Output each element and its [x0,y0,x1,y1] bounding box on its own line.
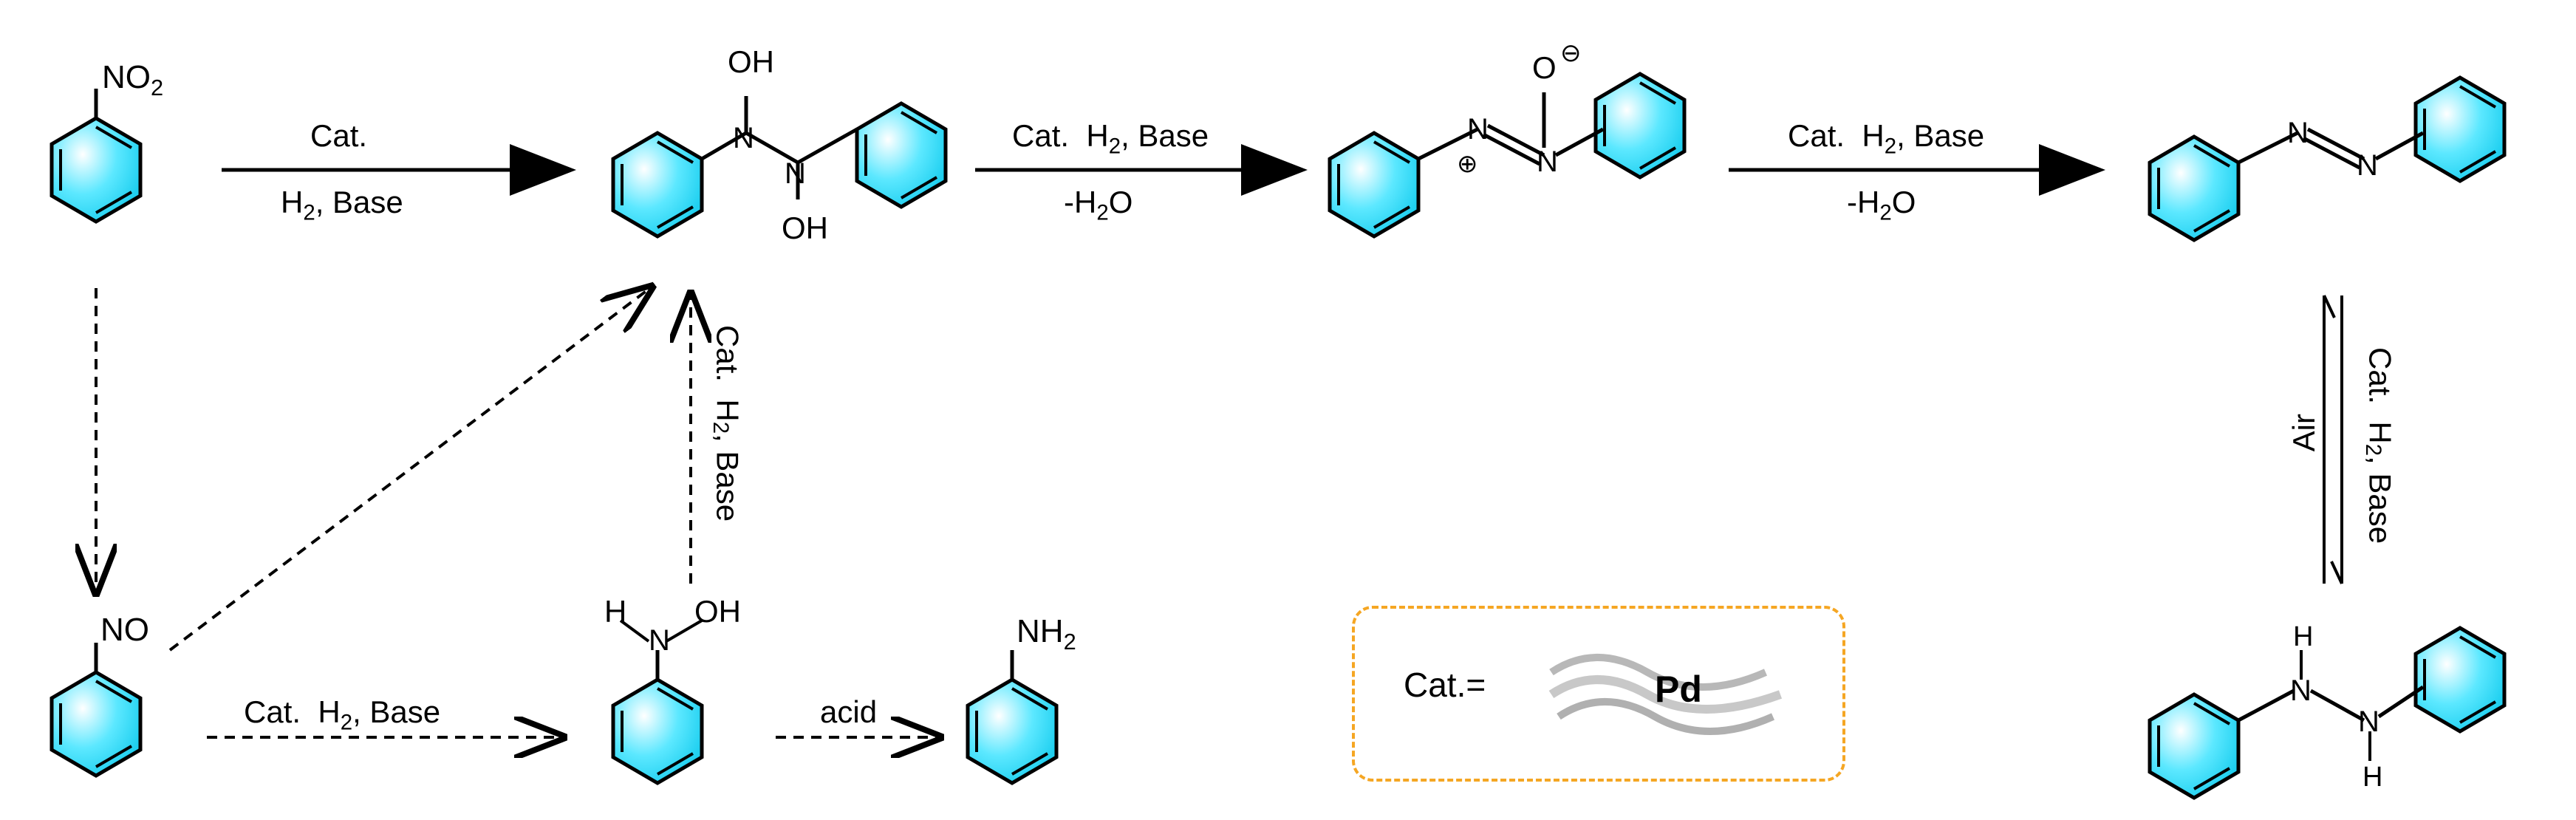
label-a7-top: acid [820,694,877,730]
label-a8-right: Cat. H2, Base [708,325,745,522]
label-a4-left: Air [2286,414,2322,451]
label-a1-top: Cat. [310,118,367,154]
label-a6-top: Cat. H2, Base [244,694,440,735]
catalyst-pd-text: Pd [1655,669,1702,710]
catalyst-label: Cat.= [1404,665,1486,705]
label-a3-top: Cat. H2, Base [1788,118,1984,159]
label-a3-bot: -H2O [1847,185,1916,225]
label-a4-right: Cat. H2, Base [2360,347,2397,544]
reaction-scheme-canvas: NO2 N N OH OH N [0,0,2576,820]
label-a2-bot: -H2O [1064,185,1132,225]
label-a2-top: Cat. H2, Base [1012,118,1209,159]
catalyst-ribbon-icon: Pd [1544,635,1810,746]
label-a1-bot: H2, Base [281,185,403,225]
